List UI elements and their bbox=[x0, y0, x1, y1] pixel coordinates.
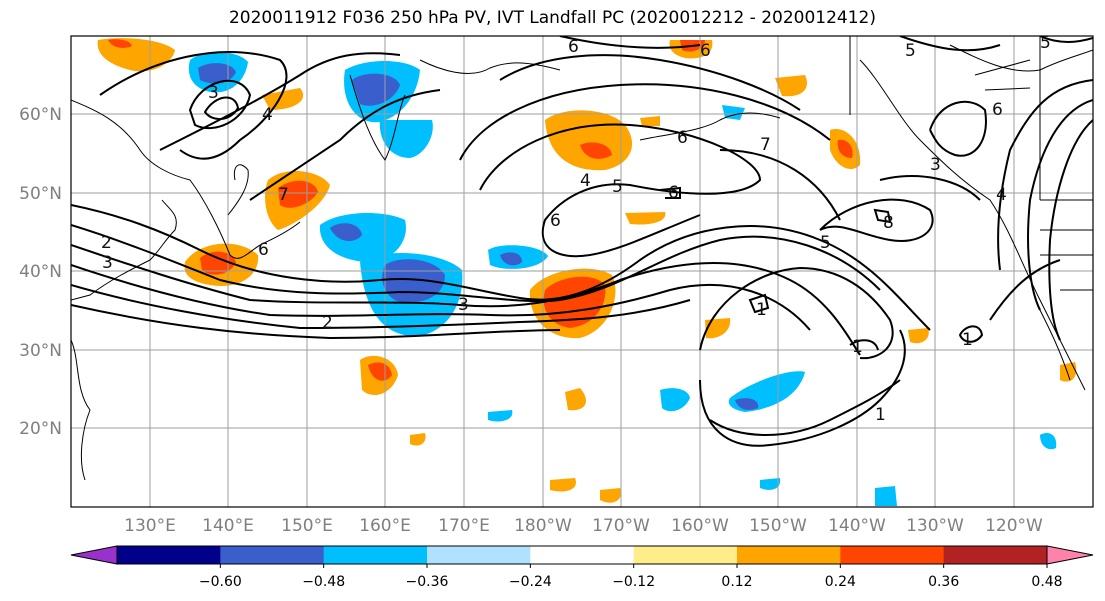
colorbar-segment bbox=[427, 546, 531, 564]
ivt-contours bbox=[71, 36, 1093, 447]
colorbar-tick-label: 0.12 bbox=[721, 574, 752, 590]
map-border bbox=[70, 35, 1094, 508]
contour-label: 6 bbox=[550, 211, 561, 231]
lat-label: 60°N bbox=[19, 105, 62, 125]
contour-label: 1 bbox=[962, 330, 973, 350]
contour-label: 5 bbox=[905, 41, 916, 61]
lat-label: 30°N bbox=[19, 341, 62, 361]
lon-label: 160°W bbox=[671, 516, 729, 536]
contour-label: 5 bbox=[820, 233, 831, 253]
colorbar-tick-label: −0.48 bbox=[302, 574, 345, 590]
contour-label: 4 bbox=[262, 105, 273, 125]
colorbar-segment bbox=[737, 546, 841, 564]
colorbar-extend-low bbox=[70, 545, 118, 565]
contour-label: 6 bbox=[568, 37, 579, 57]
lon-label: 170°W bbox=[592, 516, 650, 536]
lon-label: 140°W bbox=[828, 516, 886, 536]
colorbar-tick-label: 0.24 bbox=[825, 574, 856, 590]
colorbar-extend-high bbox=[1046, 545, 1094, 565]
contour-label: 6 bbox=[258, 240, 269, 260]
lon-label: 150°E bbox=[281, 516, 333, 536]
colorbar-segment bbox=[633, 546, 738, 564]
contour-label: 6 bbox=[700, 41, 711, 61]
contour-label: 8 bbox=[883, 213, 894, 233]
colorbar-tick-label: −0.36 bbox=[406, 574, 449, 590]
colorbar-tick-labels: −0.60 −0.48 −0.36 −0.24 −0.12 0.12 0.24 0.36 0.4… bbox=[199, 564, 1063, 590]
longitude-labels: 130°E 140°E 150°E 160°E 170°E 180°W 170°… bbox=[124, 516, 1043, 536]
contour-label: 3 bbox=[102, 253, 113, 273]
colorbar-segment bbox=[943, 546, 1048, 564]
contour-label: 6 bbox=[668, 183, 679, 203]
contour-label: 3 bbox=[458, 295, 469, 315]
contour-label: 5 bbox=[612, 177, 623, 197]
colorbar: −0.60 −0.48 −0.36 −0.24 −0.12 0.12 0.24 0.36 0.4… bbox=[70, 545, 1094, 590]
colorbar-segment bbox=[220, 546, 325, 564]
colorbar-tick-label: 0.48 bbox=[1031, 574, 1062, 590]
lon-label: 150°W bbox=[749, 516, 807, 536]
lon-label: 180°W bbox=[514, 516, 572, 536]
contour-label: 1 bbox=[756, 300, 767, 320]
colorbar-segments bbox=[116, 545, 1048, 565]
contour-label: 3 bbox=[208, 83, 219, 103]
figure-title: 2020011912 F036 250 hPa PV, IVT Landfall… bbox=[228, 8, 876, 28]
lat-label: 50°N bbox=[19, 184, 62, 204]
lon-label: 160°E bbox=[359, 516, 411, 536]
contour-label: 1 bbox=[852, 337, 863, 357]
contour-label: 1 bbox=[875, 405, 886, 425]
colorbar-tick-label: −0.12 bbox=[612, 574, 655, 590]
contour-label: 2 bbox=[101, 233, 112, 253]
contour-label: 4 bbox=[580, 171, 591, 191]
contour-label: 7 bbox=[760, 135, 771, 155]
lon-label: 130°W bbox=[906, 516, 964, 536]
lon-label: 130°E bbox=[124, 516, 176, 536]
colorbar-segment bbox=[530, 546, 635, 564]
contour-labels: 6 5 3 4 6 6 5 4 6 7 7 6 5 3 2 3 6 8 1 1 … bbox=[101, 33, 1051, 425]
colorbar-tick-label: −0.24 bbox=[509, 574, 552, 590]
lat-label: 40°N bbox=[19, 262, 62, 282]
contour-label: 5 bbox=[1040, 33, 1051, 53]
lon-label: 170°E bbox=[438, 516, 490, 536]
contour-label: 6 bbox=[992, 100, 1003, 120]
colorbar-segment bbox=[117, 546, 221, 564]
contour-label: 3 bbox=[930, 155, 941, 175]
lat-label: 20°N bbox=[19, 419, 62, 439]
contour-label: 2 bbox=[322, 313, 333, 333]
lon-label: 140°E bbox=[202, 516, 254, 536]
lon-label: 120°W bbox=[985, 516, 1043, 536]
colorbar-tick-label: 0.36 bbox=[928, 574, 959, 590]
latitude-labels: 60°N 50°N 40°N 30°N 20°N bbox=[19, 105, 62, 439]
contour-label: 6 bbox=[677, 128, 688, 148]
colorbar-segment bbox=[323, 546, 428, 564]
colorbar-segment bbox=[840, 546, 945, 564]
contour-label: 4 bbox=[996, 185, 1007, 205]
colorbar-tick-label: −0.60 bbox=[199, 574, 242, 590]
contour-label: 7 bbox=[278, 185, 289, 205]
